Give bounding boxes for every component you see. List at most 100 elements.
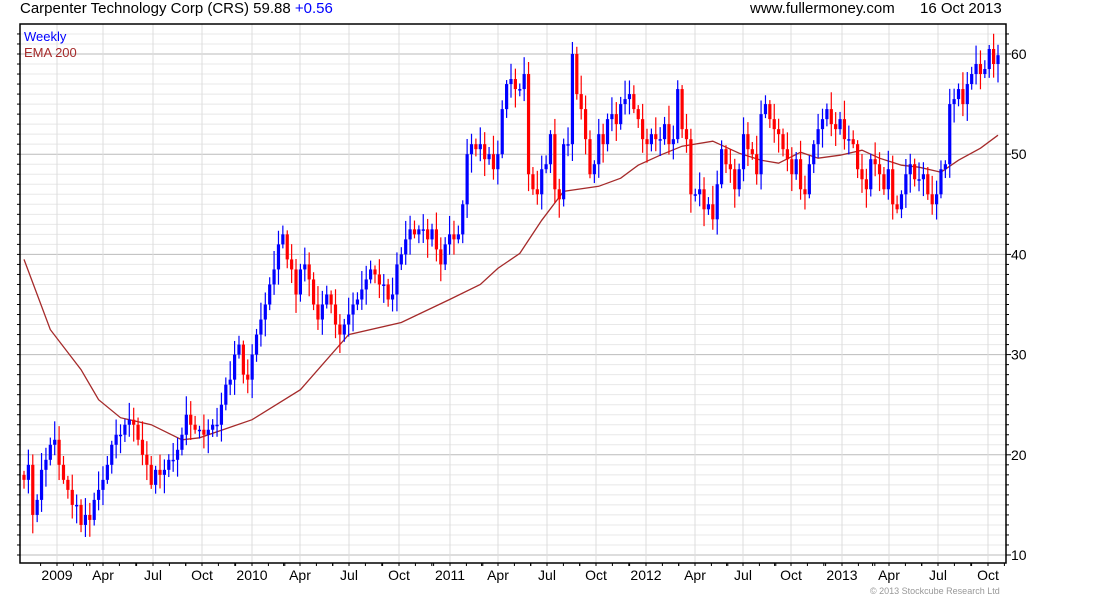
candle — [167, 454, 171, 478]
site-url[interactable]: www.fullermoney.com — [750, 0, 895, 17]
candle — [698, 172, 702, 207]
candle — [601, 123, 605, 163]
candle-body — [145, 454, 149, 465]
candle-body — [860, 169, 864, 180]
candle-body — [671, 139, 675, 145]
candle-body — [785, 149, 790, 160]
ema-200-line — [23, 134, 999, 441]
candle — [351, 292, 355, 332]
x-tick-label: 2009 — [41, 567, 72, 583]
candle — [588, 130, 592, 179]
candle-body — [219, 404, 224, 425]
candle-body — [96, 489, 101, 500]
candle-body — [347, 314, 351, 325]
candle-body — [851, 139, 855, 145]
candle — [285, 230, 289, 269]
y-tick-label: 40 — [1011, 246, 1027, 262]
candle — [369, 260, 373, 284]
candle-body — [66, 479, 70, 490]
candle-body — [83, 514, 88, 525]
candle — [294, 259, 298, 313]
candle-body — [162, 469, 166, 475]
candle — [956, 83, 961, 107]
candle — [377, 259, 381, 299]
x-tick-label: Apr — [92, 567, 114, 583]
candle — [232, 340, 237, 395]
candle-body — [829, 109, 833, 125]
candle-body — [895, 204, 899, 210]
candle-body — [570, 54, 575, 145]
candle — [540, 155, 544, 210]
candle — [790, 147, 794, 192]
candle-body — [553, 134, 557, 190]
candle — [535, 170, 539, 205]
candle-body — [369, 269, 373, 280]
candle-body — [386, 284, 390, 300]
candle — [566, 127, 570, 157]
candle — [329, 290, 333, 314]
candle-body — [491, 154, 496, 170]
x-tick-label: Oct — [977, 567, 999, 583]
candle — [307, 252, 311, 297]
candle — [838, 111, 842, 135]
candle — [614, 102, 618, 141]
candle — [487, 146, 491, 165]
y-tick-label: 20 — [1011, 447, 1027, 463]
candle-body — [636, 109, 640, 120]
x-tick-label: Apr — [684, 567, 706, 583]
candle — [619, 96, 623, 130]
candle — [31, 454, 35, 534]
candle — [987, 44, 991, 78]
candle-body — [373, 269, 377, 275]
candle-body — [513, 79, 517, 90]
x-tick-label: Oct — [780, 567, 802, 583]
candle-body — [307, 264, 311, 280]
candle-body — [88, 514, 92, 520]
candle — [873, 142, 877, 177]
candle-body — [478, 144, 482, 150]
candle — [680, 85, 684, 138]
price-change: +0.56 — [294, 0, 333, 17]
candle-body — [676, 89, 680, 140]
candle-body — [706, 204, 711, 210]
candle — [983, 60, 987, 79]
candle — [342, 318, 346, 342]
candle-body — [338, 324, 342, 335]
candle-body — [913, 164, 917, 180]
candle — [917, 162, 921, 192]
candle-body — [206, 429, 210, 435]
candle — [254, 328, 259, 362]
candle-body — [487, 154, 491, 160]
candle-body — [728, 164, 732, 170]
candle — [654, 117, 658, 152]
candle — [597, 118, 601, 178]
candle-body — [110, 444, 114, 465]
candle — [505, 80, 509, 118]
candle — [443, 237, 447, 271]
candle — [978, 50, 983, 90]
candle — [175, 437, 180, 477]
candle — [48, 437, 52, 466]
candle-body — [847, 139, 851, 141]
candle — [882, 167, 886, 195]
candle — [829, 92, 833, 137]
candle — [820, 108, 825, 148]
candle — [641, 103, 645, 153]
candle-body — [790, 159, 794, 175]
x-tick-label: Oct — [585, 567, 607, 583]
candle — [298, 263, 303, 302]
candle-body — [645, 139, 649, 145]
candle-body — [241, 344, 245, 375]
candle-body — [772, 119, 776, 130]
candle — [509, 63, 513, 98]
candle-body — [259, 319, 263, 335]
candle — [456, 225, 460, 244]
candle-body — [623, 99, 627, 105]
candle — [926, 167, 930, 200]
candle — [623, 80, 627, 115]
legend-ema: EMA 200 — [24, 45, 77, 60]
candle-body — [996, 55, 1000, 65]
candle — [303, 247, 307, 282]
x-tick-label: Apr — [289, 567, 311, 583]
candle-body — [202, 429, 206, 435]
